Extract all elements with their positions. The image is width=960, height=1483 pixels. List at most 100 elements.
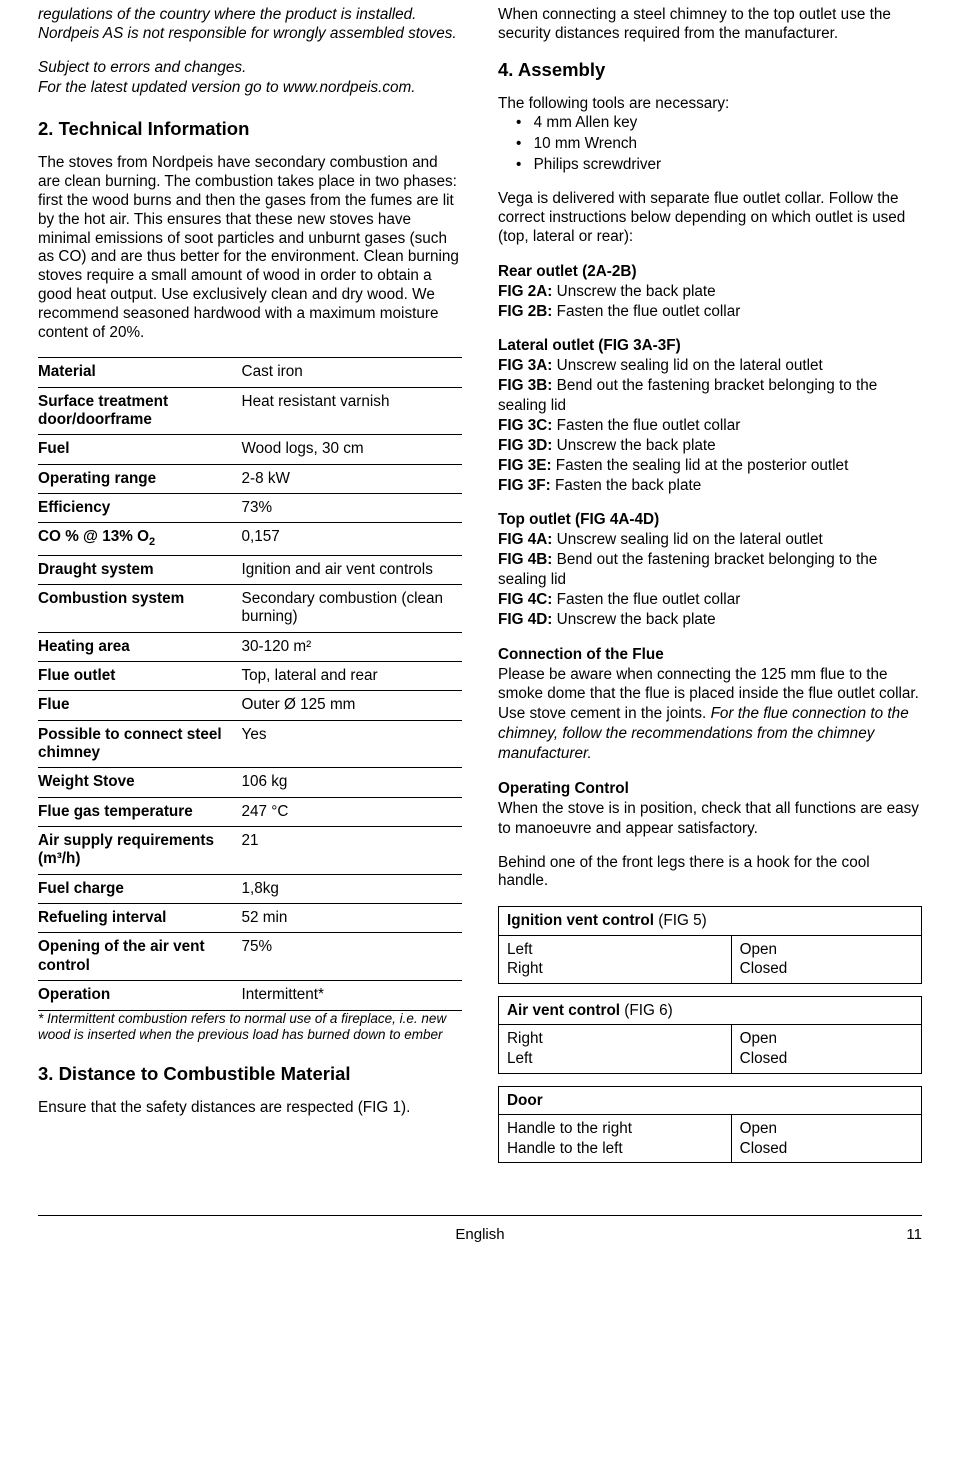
footer-page-number: 11 xyxy=(906,1226,922,1243)
fig-line: FIG 4D: Unscrew the back plate xyxy=(498,610,922,630)
operating-control-para: When the stove is in position, check tha… xyxy=(498,799,922,839)
heading-distance: 3. Distance to Combustible Material xyxy=(38,1063,462,1085)
fig-line: FIG 2A: Unscrew the back plate xyxy=(498,282,922,302)
spec-label: Combustion system xyxy=(38,585,242,633)
spec-row: Possible to connect steel chimneyYes xyxy=(38,720,462,768)
fig-label: FIG 3D: xyxy=(498,437,552,454)
spec-value: 2-8 kW xyxy=(242,464,462,493)
tool-item: Philips screwdriver xyxy=(498,155,922,176)
spec-value: 52 min xyxy=(242,904,462,933)
rear-outlet-title: Rear outlet (2A-2B) xyxy=(498,262,922,282)
tool-item: 4 mm Allen key xyxy=(498,113,922,134)
connection-flue-title: Connection of the Flue xyxy=(498,645,922,665)
fig-text: Fasten the flue outlet collar xyxy=(552,417,740,434)
intro-errors: Subject to errors and changes. xyxy=(38,59,462,78)
fig-text: Unscrew sealing lid on the lateral outle… xyxy=(552,531,822,548)
tools-list: 4 mm Allen key10 mm WrenchPhilips screwd… xyxy=(498,113,922,175)
spec-row: Combustion systemSecondary combustion (c… xyxy=(38,585,462,633)
spec-label: Possible to connect steel chimney xyxy=(38,720,242,768)
fig-text: Fasten the back plate xyxy=(551,477,702,494)
heading-assembly: 4. Assembly xyxy=(498,59,922,81)
chimney-connect-para: When connecting a steel chimney to the t… xyxy=(498,6,922,44)
spec-row: Opening of the air vent control75% xyxy=(38,933,462,981)
spec-row: Draught systemIgnition and air vent cont… xyxy=(38,555,462,584)
fig-text: Fasten the flue outlet collar xyxy=(552,591,740,608)
ctrl-left-cell: RightLeft xyxy=(499,1025,732,1073)
spec-value: Heat resistant varnish xyxy=(242,387,462,435)
fig-line: FIG 2B: Fasten the flue outlet collar xyxy=(498,302,922,322)
spec-row: Surface treatment door/doorframeHeat res… xyxy=(38,387,462,435)
spec-value: 1,8kg xyxy=(242,874,462,903)
fig-text: Unscrew sealing lid on the lateral outle… xyxy=(552,357,822,374)
page-footer: English 11 xyxy=(38,1215,922,1243)
door-title: Door xyxy=(507,1092,543,1109)
fig-text: Fasten the flue outlet collar xyxy=(552,303,740,320)
spec-value: 0,157 xyxy=(242,523,462,555)
tool-item: 10 mm Wrench xyxy=(498,134,922,155)
top-outlet-block: Top outlet (FIG 4A-4D) FIG 4A: Unscrew s… xyxy=(498,510,922,629)
spec-row: Operating range2-8 kW xyxy=(38,464,462,493)
fig-line: FIG 3A: Unscrew sealing lid on the later… xyxy=(498,356,922,376)
tools-intro: The following tools are necessary: xyxy=(498,95,922,114)
fig-line: FIG 3D: Unscrew the back plate xyxy=(498,436,922,456)
fig-text: Bend out the fastening bracket belonging… xyxy=(498,551,877,588)
fig-label: FIG 3C: xyxy=(498,417,552,434)
distance-paragraph: Ensure that the safety distances are res… xyxy=(38,1099,462,1118)
fig-text: Fasten the sealing lid at the posterior … xyxy=(552,457,849,474)
fig-label: FIG 2A: xyxy=(498,283,552,300)
left-column: regulations of the country where the pro… xyxy=(38,6,480,1175)
ctrl-left-cell: Handle to the rightHandle to the left xyxy=(499,1115,732,1163)
lateral-outlet-block: Lateral outlet (FIG 3A-3F) FIG 3A: Unscr… xyxy=(498,336,922,495)
fig-line: FIG 4B: Bend out the fastening bracket b… xyxy=(498,550,922,590)
spec-value: 106 kg xyxy=(242,768,462,797)
spec-label: CO % @ 13% O2 xyxy=(38,523,242,555)
door-table: Door Handle to the rightHandle to the le… xyxy=(498,1086,922,1164)
vega-para: Vega is delivered with separate flue out… xyxy=(498,190,922,246)
fig-line: FIG 3B: Bend out the fastening bracket b… xyxy=(498,376,922,416)
ctrl-right-cell: OpenClosed xyxy=(731,1025,921,1073)
footer-language: English xyxy=(38,1226,922,1243)
fig-line: FIG 3C: Fasten the flue outlet collar xyxy=(498,416,922,436)
fig-text: Bend out the fastening bracket belonging… xyxy=(498,377,877,414)
spec-label: Refueling interval xyxy=(38,904,242,933)
air-vent-title-r: (FIG 6) xyxy=(620,1002,673,1019)
right-column: When connecting a steel chimney to the t… xyxy=(480,6,922,1175)
operating-control-title: Operating Control xyxy=(498,779,922,799)
spec-row: Efficiency73% xyxy=(38,494,462,523)
fig-label: FIG 3F: xyxy=(498,477,551,494)
spec-label: Operation xyxy=(38,981,242,1010)
air-vent-title-b: Air vent control xyxy=(507,1002,620,1019)
fig-label: FIG 4D: xyxy=(498,611,552,628)
spec-row: Fuel charge1,8kg xyxy=(38,874,462,903)
fig-label: FIG 3B: xyxy=(498,377,552,394)
lateral-outlet-title: Lateral outlet (FIG 3A-3F) xyxy=(498,336,922,356)
ignition-vent-title-r: (FIG 5) xyxy=(654,912,707,929)
spec-label: Flue xyxy=(38,691,242,720)
fig-line: FIG 4C: Fasten the flue outlet collar xyxy=(498,590,922,610)
heading-technical-info: 2. Technical Information xyxy=(38,118,462,140)
connection-flue-text: Please be aware when connecting the 125 … xyxy=(498,665,922,764)
spec-row: CO % @ 13% O20,157 xyxy=(38,523,462,555)
spec-row: Flue gas temperature247 °C xyxy=(38,797,462,826)
spec-row: MaterialCast iron xyxy=(38,358,462,387)
spec-label: Draught system xyxy=(38,555,242,584)
spec-label: Weight Stove xyxy=(38,768,242,797)
spec-table: MaterialCast ironSurface treatment door/… xyxy=(38,357,462,1010)
operating-control-block: Operating Control When the stove is in p… xyxy=(498,779,922,839)
spec-label: Opening of the air vent control xyxy=(38,933,242,981)
fig-line: FIG 4A: Unscrew sealing lid on the later… xyxy=(498,530,922,550)
spec-row: Flue outletTop, lateral and rear xyxy=(38,662,462,691)
fig-label: FIG 3E: xyxy=(498,457,552,474)
spec-label: Flue outlet xyxy=(38,662,242,691)
spec-value: 247 °C xyxy=(242,797,462,826)
spec-label: Fuel xyxy=(38,435,242,464)
spec-label: Flue gas temperature xyxy=(38,797,242,826)
spec-footnote: * Intermittent combustion refers to norm… xyxy=(38,1011,462,1043)
intro-url: For the latest updated version go to www… xyxy=(38,79,462,98)
spec-value: 73% xyxy=(242,494,462,523)
spec-value: 21 xyxy=(242,827,462,875)
fig-line: FIG 3F: Fasten the back plate xyxy=(498,476,922,496)
spec-label: Operating range xyxy=(38,464,242,493)
fig-text: Unscrew the back plate xyxy=(552,437,715,454)
spec-row: Refueling interval52 min xyxy=(38,904,462,933)
